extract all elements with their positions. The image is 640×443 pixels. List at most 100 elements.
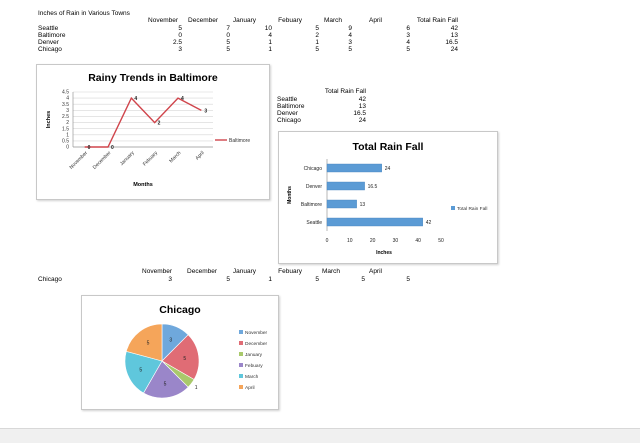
x-axis-title: Months: [133, 182, 153, 188]
legend-label: Febuary: [245, 363, 263, 369]
slice-label: 5: [164, 382, 167, 388]
bar: [326, 181, 365, 191]
y-tick-label: 1.5: [62, 126, 69, 132]
chicago-month: November: [142, 268, 172, 275]
x-tick-label: January: [119, 150, 136, 167]
category-label: Seattle: [306, 220, 322, 226]
value-cell: 6: [406, 25, 410, 32]
pie-chart-svg: 3 5 1 5 5 5 November December January Febuary Marc…: [124, 323, 268, 399]
x-tick-label: December: [92, 150, 113, 171]
legend-label: Baltimore: [229, 138, 250, 144]
y-tick-label: 3: [66, 108, 69, 114]
x-tick-label: March: [168, 150, 182, 164]
slice-label: 5: [139, 368, 142, 374]
bar: [326, 163, 382, 173]
data-label: 4: [181, 96, 184, 102]
slice-label: 5: [147, 341, 150, 347]
category-label: Baltimore: [301, 202, 322, 208]
value-cell: 4: [348, 32, 352, 39]
bar-chart-panel[interactable]: Total Rain Fall Chicago 24 Denver 16.5 Balti…: [278, 131, 498, 264]
y-tick-label: 0: [66, 145, 69, 151]
chicago-value: 5: [315, 276, 319, 283]
chicago-month: Febuary: [278, 268, 302, 275]
chicago-value: 5: [226, 276, 230, 283]
value-cell: 7: [226, 25, 230, 32]
header-november: November: [148, 17, 178, 24]
y-tick-label: 2: [66, 120, 69, 126]
data-label: 3: [204, 108, 207, 114]
value-cell: 0: [178, 32, 182, 39]
y-tick-label: 1: [66, 132, 69, 138]
town-cell: Seattle: [38, 25, 59, 32]
bar: [326, 199, 357, 209]
pie-slice: [143, 360, 189, 399]
slice-label: 5: [183, 356, 186, 362]
y-tick-label: 4: [66, 96, 69, 102]
summary-total: 24: [358, 117, 366, 124]
header-total: Total Rain Fall: [416, 17, 458, 24]
x-axis-title: Inches: [376, 250, 392, 256]
header-febuary: Febuary: [278, 17, 302, 24]
data-label: 13: [360, 202, 366, 208]
value-cell: 2.5: [172, 39, 182, 46]
slice-label: 1: [195, 385, 198, 391]
legend-swatch: [239, 374, 243, 378]
value-cell: 5: [178, 25, 182, 32]
x-tick-label: Febuary: [142, 150, 160, 168]
pie-slice: [124, 351, 163, 394]
summary-town: Baltimore: [277, 103, 305, 110]
value-cell: 5: [226, 39, 230, 46]
value-cell: 10: [264, 25, 272, 32]
value-cell: 3: [178, 46, 182, 53]
value-cell: 3: [348, 39, 352, 46]
pie-chart-title: Chicago: [159, 304, 201, 316]
value-cell: 0: [226, 32, 230, 39]
summary-total: 16.5: [353, 110, 366, 117]
category-label: Chicago: [304, 166, 323, 172]
data-label: 4: [134, 96, 137, 102]
value-cell: 9: [348, 25, 352, 32]
summary-total: 42: [358, 96, 366, 103]
data-label: 24: [385, 166, 391, 172]
value-cell: 5: [406, 46, 410, 53]
legend-label: January: [245, 352, 263, 358]
value-cell: 5: [315, 46, 319, 53]
y-tick-label: 0.5: [62, 138, 69, 144]
value-cell: 2: [315, 32, 319, 39]
total-cell: 42: [450, 25, 458, 32]
chicago-value: 3: [168, 276, 172, 283]
town-cell: Baltimore: [38, 32, 66, 39]
summary-town: Chicago: [277, 117, 301, 124]
pie-slice: [125, 323, 163, 362]
chicago-value: 1: [268, 276, 272, 283]
y-tick-label: 4.5: [62, 90, 69, 96]
legend-label: November: [245, 330, 268, 336]
x-tick-label: 20: [370, 238, 376, 244]
slice-label: 3: [169, 338, 172, 344]
line-chart-title: Rainy Trends in Baltimore: [88, 72, 218, 84]
town-cell: Chicago: [38, 46, 62, 53]
value-cell: 4: [406, 39, 410, 46]
legend-swatch: [239, 341, 243, 345]
total-cell: 13: [450, 32, 458, 39]
chicago-month: December: [187, 268, 217, 275]
pie-slice: [161, 334, 200, 380]
chicago-value: 5: [406, 276, 410, 283]
data-label: 42: [426, 220, 432, 226]
town-cell: Denver: [38, 39, 59, 46]
total-cell: 24: [450, 46, 458, 53]
y-tick-label: 3.5: [62, 102, 69, 108]
y-axis-title: Inches: [46, 111, 52, 128]
total-cell: 16.5: [445, 39, 458, 46]
value-cell: 5: [348, 46, 352, 53]
chicago-month: April: [368, 268, 382, 275]
line-chart-panel[interactable]: Rainy Trends in Baltimore 0 0.5 1 1.5 2 2.5 3 3…: [36, 64, 270, 200]
value-cell: 3: [406, 32, 410, 39]
value-cell: 1: [268, 46, 272, 53]
x-tick-label: 40: [415, 238, 421, 244]
legend-swatch: [239, 385, 243, 389]
pie-chart-panel[interactable]: Chicago 3 5 1 5 5 5 November December January Feb…: [81, 295, 279, 410]
legend-swatch: [239, 363, 243, 367]
x-tick-label: 50: [438, 238, 444, 244]
summary-town: Denver: [277, 110, 298, 117]
